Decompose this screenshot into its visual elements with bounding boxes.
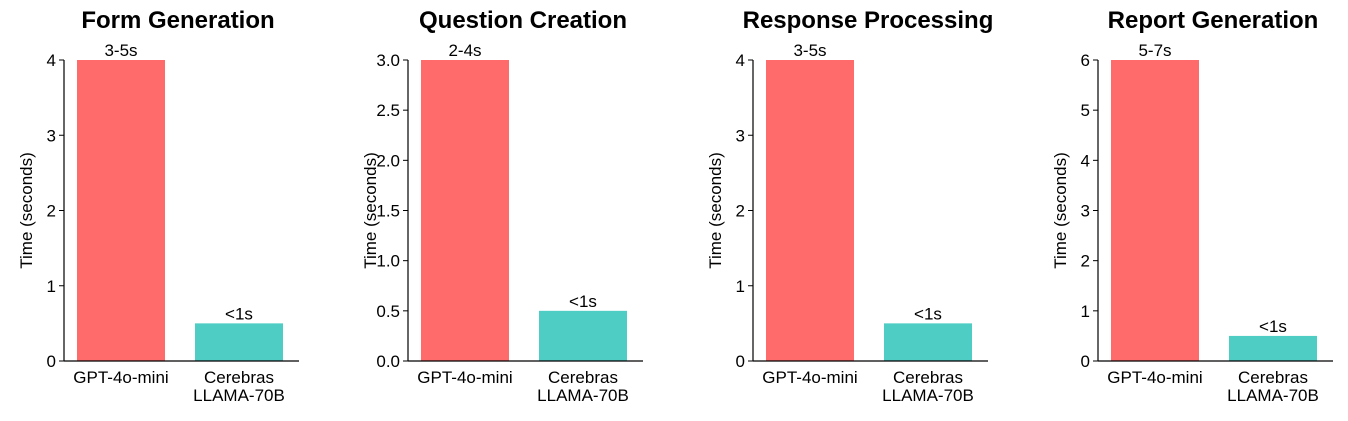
x-tick-label: Cerebras [204,368,274,387]
data-label: 3-5s [104,41,137,60]
y-tick-label: 4 [736,51,745,70]
chart-title: Report Generation [1108,7,1319,34]
y-tick-label: 2 [1081,252,1090,271]
bar [195,323,283,361]
y-tick-label: 1 [736,277,745,296]
y-tick-label: 1 [47,277,56,296]
data-label: 3-5s [793,41,826,60]
y-tick-label: 0 [1081,352,1090,371]
bar [1229,335,1317,361]
x-tick-label: Cerebras [548,368,618,387]
bar [884,323,972,361]
y-tick-label: 4 [1081,151,1090,170]
data-label: <1s [1259,317,1287,336]
chart-title: Response Processing [743,7,994,34]
chart-title: Form Generation [81,7,274,34]
y-tick-label: 6 [1081,51,1090,70]
y-tick-label: 1.0 [376,252,400,271]
y-tick-label: 2.0 [376,151,400,170]
y-axis-label: Time (seconds) [361,152,380,269]
y-axis-label: Time (seconds) [706,152,725,269]
chart-panel-3: Response Processing Time (seconds) 3-5s GPT… [706,7,993,405]
bar [421,60,509,361]
y-tick-label: 4 [47,51,56,70]
chart-panel-1: Form Generation Time (seconds) 3-5s GPT-4o-… [17,7,299,405]
y-tick-label: 3 [736,126,745,145]
bar [766,60,854,361]
y-tick-label: 3 [47,126,56,145]
x-tick-label: GPT-4o-mini [762,368,857,387]
y-tick-label: 0 [47,352,56,371]
data-label: <1s [914,304,942,323]
y-tick-label: 2.5 [376,101,400,120]
y-tick-label: 1.5 [376,202,400,221]
bar [1111,60,1199,361]
x-tick-label: Cerebras [1238,368,1308,387]
y-tick-label: 0.0 [376,352,400,371]
chart-title: Question Creation [419,7,627,34]
y-tick-label: 3 [1081,202,1090,221]
chart-panel-2: Question Creation Time (seconds) 2-4s GPT-4… [361,7,643,405]
data-label: 5-7s [1138,41,1171,60]
bar [77,60,165,361]
x-tick-label: Cerebras [893,368,963,387]
data-label: <1s [569,292,597,311]
y-tick-label: 2 [47,202,56,221]
x-tick-label: LLAMA-70B [882,386,974,405]
x-tick-label: LLAMA-70B [1227,386,1319,405]
y-tick-label: 1 [1081,302,1090,321]
x-tick-label: LLAMA-70B [193,386,285,405]
bar [539,310,627,361]
y-tick-label: 3.0 [376,51,400,70]
y-tick-label: 0 [736,352,745,371]
y-axis-label: Time (seconds) [1051,152,1070,269]
y-tick-label: 0.5 [376,302,400,321]
x-tick-label: GPT-4o-mini [417,368,512,387]
x-tick-label: LLAMA-70B [537,386,629,405]
x-tick-label: GPT-4o-mini [1107,368,1202,387]
chart-panel-4: Report Generation Time (seconds) 5-7s GPT-4… [1051,7,1333,405]
data-label: 2-4s [448,41,481,60]
y-tick-label: 2 [736,202,745,221]
y-tick-label: 5 [1081,101,1090,120]
y-axis-label: Time (seconds) [17,152,36,269]
data-label: <1s [225,304,253,323]
x-tick-label: GPT-4o-mini [73,368,168,387]
